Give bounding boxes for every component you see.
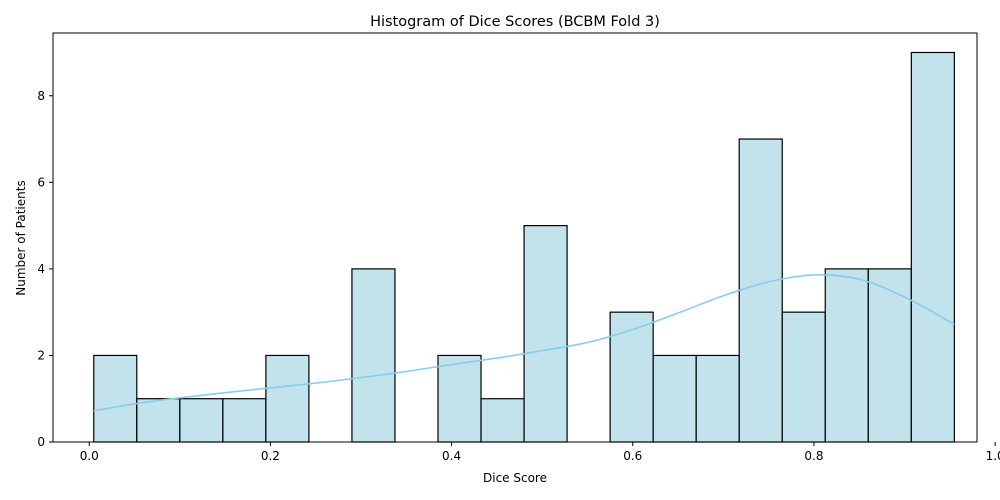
histogram-bar-14 xyxy=(695,354,740,443)
histogram-bar-18 xyxy=(867,268,912,443)
histogram-bar-13 xyxy=(652,354,697,443)
histogram-bar-1 xyxy=(136,398,181,443)
y-tick-label: 8 xyxy=(37,89,45,103)
histogram-bar-8 xyxy=(437,354,482,443)
y-tick-label: 6 xyxy=(37,175,45,189)
kde-curve xyxy=(93,274,955,412)
histogram-bar-15 xyxy=(738,138,783,443)
x-axis-label: Dice Score xyxy=(483,471,547,485)
bars-layer xyxy=(93,51,955,443)
y-axis-label: Number of Patients xyxy=(14,180,28,295)
histogram-bar-3 xyxy=(222,398,267,443)
y-tick-label: 0 xyxy=(37,435,45,449)
histogram-bar-17 xyxy=(824,268,869,443)
histogram-bar-12 xyxy=(609,311,654,443)
histogram-bar-16 xyxy=(781,311,826,443)
histogram-bar-4 xyxy=(265,354,310,443)
y-tick-label: 4 xyxy=(37,262,45,276)
histogram-bar-2 xyxy=(179,398,224,443)
plot-frame xyxy=(52,32,978,443)
y-tick-label: 2 xyxy=(37,348,45,362)
x-tick-label: 0.4 xyxy=(442,449,461,463)
x-tick-label: 0.2 xyxy=(261,449,280,463)
histogram-bar-19 xyxy=(910,51,955,443)
kde-layer xyxy=(93,274,955,412)
histogram-bar-6 xyxy=(351,268,396,443)
x-tick-label: 0.0 xyxy=(80,449,99,463)
chart-title: Histogram of Dice Scores (BCBM Fold 3) xyxy=(370,14,660,30)
histogram-bar-9 xyxy=(480,398,525,443)
x-tick-label: 0.8 xyxy=(804,449,823,463)
histogram-bar-10 xyxy=(523,225,568,443)
histogram-bar-0 xyxy=(93,354,138,443)
x-tick-label: 0.6 xyxy=(623,449,642,463)
x-tick-label: 1.0 xyxy=(986,449,1000,463)
axes-layer: 0.0 0.2 0.4 0.6 0.8 1.0 0 2 4 6 8 xyxy=(37,32,1000,463)
